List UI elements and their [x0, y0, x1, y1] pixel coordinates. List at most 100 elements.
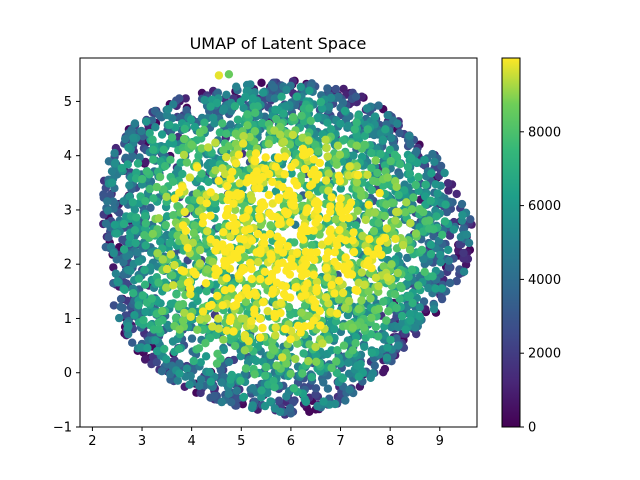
- scatter-point: [149, 194, 158, 203]
- scatter-point: [323, 384, 333, 393]
- scatter-point: [141, 157, 150, 167]
- scatter-point: [373, 168, 382, 178]
- scatter-point: [356, 359, 365, 369]
- scatter-point: [142, 117, 151, 126]
- scatter-point: [194, 344, 204, 353]
- scatter-point: [193, 325, 202, 334]
- scatter-point: [334, 92, 343, 101]
- scatter-point: [218, 240, 227, 249]
- scatter-point: [166, 155, 175, 164]
- scatter-point: [336, 194, 345, 203]
- scatter-point: [380, 331, 389, 340]
- scatter-point: [274, 154, 283, 163]
- scatter-point: [195, 381, 204, 391]
- scatter-point: [153, 346, 162, 356]
- scatter-point: [219, 335, 228, 344]
- scatter-point: [332, 357, 341, 366]
- scatter-point: [394, 190, 403, 200]
- scatter-point: [170, 260, 179, 270]
- scatter-point: [386, 157, 395, 166]
- scatter-point: [318, 339, 327, 348]
- scatter-point: [331, 84, 341, 94]
- scatter-point: [303, 204, 312, 213]
- scatter-point: [307, 241, 316, 250]
- scatter-point: [396, 281, 405, 291]
- scatter-point: [351, 285, 360, 295]
- scatter-point: [124, 143, 133, 152]
- scatter-point: [419, 254, 428, 264]
- scatter-point: [141, 219, 150, 228]
- scatter-point: [245, 224, 254, 234]
- scatter-point: [207, 300, 216, 310]
- scatter-point: [340, 303, 350, 312]
- scatter-point: [174, 344, 184, 354]
- scatter-point: [357, 92, 366, 101]
- scatter-point: [310, 302, 319, 312]
- scatter-point: [262, 362, 271, 372]
- scatter-point: [401, 208, 410, 217]
- scatter-point: [386, 335, 395, 345]
- scatter-point: [304, 190, 314, 199]
- scatter-point: [240, 265, 249, 274]
- scatter-point: [203, 227, 212, 236]
- scatter-point: [466, 215, 475, 224]
- scatter-point: [444, 186, 453, 195]
- scatter-point: [387, 133, 396, 143]
- scatter-point: [182, 364, 192, 373]
- scatter-point: [257, 78, 266, 88]
- scatter-point: [182, 106, 191, 115]
- scatter-point: [239, 392, 249, 402]
- scatter-point: [270, 126, 279, 135]
- scatter-point: [323, 118, 332, 127]
- scatter-point: [309, 316, 318, 325]
- scatter-point: [326, 125, 336, 134]
- scatter-point: [464, 238, 474, 248]
- scatter-point: [201, 279, 211, 288]
- scatter-point: [393, 119, 402, 128]
- scatter-point: [269, 83, 279, 92]
- y-tick-label: −1: [53, 421, 72, 436]
- scatter-point: [425, 216, 434, 225]
- scatter-point: [354, 372, 363, 381]
- scatter-point: [216, 366, 226, 375]
- scatter-point: [440, 217, 450, 226]
- scatter-point: [364, 287, 373, 296]
- scatter-point: [236, 376, 245, 385]
- scatter-point: [122, 251, 131, 261]
- scatter-point: [425, 224, 434, 233]
- scatter-point: [282, 85, 291, 95]
- scatter-point: [330, 248, 339, 257]
- scatter-point: [244, 205, 253, 214]
- scatter-point: [394, 341, 403, 350]
- scatter-point: [383, 273, 392, 282]
- scatter-point: [258, 118, 267, 128]
- scatter-point: [257, 393, 266, 402]
- scatter-point: [334, 276, 344, 285]
- scatter-point: [116, 294, 126, 304]
- scatter-point: [452, 276, 461, 286]
- scatter-point: [190, 195, 199, 204]
- scatter-point: [229, 199, 238, 208]
- scatter-point: [306, 181, 315, 190]
- scatter-point: [230, 341, 240, 351]
- scatter-point: [204, 143, 213, 152]
- scatter-point: [145, 128, 154, 138]
- scatter-point: [162, 283, 171, 292]
- scatter-point: [338, 288, 348, 298]
- scatter-point: [247, 236, 257, 245]
- scatter-point: [360, 280, 369, 290]
- scatter-point: [256, 274, 265, 284]
- scatter-point: [381, 125, 390, 134]
- scatter-point: [282, 210, 292, 219]
- scatter-point: [195, 128, 205, 137]
- scatter-point: [255, 214, 265, 223]
- scatter-point: [181, 226, 190, 235]
- scatter-point: [250, 305, 259, 314]
- scatter-point: [119, 258, 128, 267]
- scatter-point: [209, 391, 219, 401]
- scatter-point: [145, 184, 155, 194]
- scatter-point: [296, 82, 305, 92]
- scatter-point: [219, 228, 228, 237]
- colorbar-tick-label: 0: [528, 421, 536, 436]
- scatter-point: [300, 164, 310, 174]
